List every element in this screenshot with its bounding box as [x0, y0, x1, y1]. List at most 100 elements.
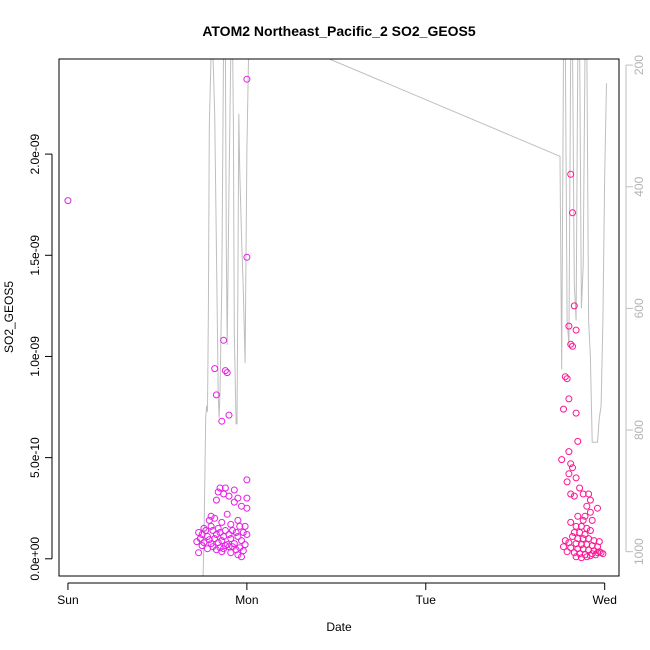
- data-point: [599, 550, 607, 558]
- data-point: [574, 512, 582, 520]
- data-point: [563, 478, 571, 486]
- x-tick-label: Tue: [416, 593, 437, 607]
- data-point: [225, 411, 233, 419]
- data-point: [243, 476, 251, 484]
- data-point: [234, 516, 242, 524]
- data-point: [227, 549, 235, 557]
- data-point: [225, 492, 233, 500]
- data-point: [561, 373, 569, 381]
- data-point: [567, 460, 575, 468]
- data-point: [572, 326, 580, 334]
- data-point: [230, 486, 238, 494]
- data-point: [572, 522, 580, 530]
- data-point: [239, 547, 247, 555]
- data-point: [227, 535, 235, 543]
- right-tick-label: 800: [632, 420, 646, 440]
- y-axis-label: SO2_GEOS5: [2, 281, 16, 353]
- data-point: [239, 529, 247, 536]
- data-point: [241, 522, 249, 530]
- data-point: [216, 529, 224, 536]
- data-point: [204, 545, 211, 553]
- data-point: [193, 538, 201, 546]
- data-point: [588, 516, 596, 524]
- data-point: [211, 535, 219, 543]
- data-point: [594, 504, 601, 512]
- y-tick-label: 5.0e-10: [28, 437, 42, 478]
- data-point: [567, 170, 575, 178]
- data-point: [225, 543, 233, 551]
- data-point: [570, 549, 578, 557]
- data-point: [572, 474, 580, 482]
- data-point: [227, 520, 235, 528]
- data-point: [243, 531, 251, 538]
- data-point: [586, 527, 594, 534]
- data-point: [207, 512, 215, 520]
- data-point: [569, 342, 576, 350]
- right-tick-label: 600: [632, 298, 646, 318]
- data-point: [207, 522, 215, 530]
- data-point: [198, 542, 206, 550]
- data-point: [238, 553, 245, 561]
- data-point: [558, 456, 566, 464]
- right-tick-label: 1000: [632, 538, 646, 565]
- data-point: [583, 502, 591, 510]
- data-point: [216, 484, 224, 492]
- data-point: [225, 531, 233, 538]
- data-point: [567, 518, 575, 526]
- data-point: [563, 375, 571, 383]
- data-point: [563, 548, 571, 556]
- data-point: [243, 504, 251, 512]
- data-point: [576, 484, 584, 492]
- data-point: [577, 541, 585, 549]
- data-point: [586, 508, 594, 516]
- data-point: [221, 367, 229, 375]
- data-point: [570, 529, 578, 536]
- data-point: [243, 494, 251, 502]
- data-point: [583, 553, 591, 561]
- data-point: [574, 535, 582, 543]
- data-point: [241, 541, 249, 549]
- data-point: [234, 551, 242, 559]
- data-point: [583, 524, 591, 532]
- data-point: [586, 552, 594, 560]
- data-point: [212, 391, 220, 399]
- data-point: [560, 405, 567, 413]
- x-axis-label: Date: [326, 620, 352, 634]
- data-point: [572, 409, 580, 417]
- plot-frame: [58, 58, 620, 577]
- data-point: [579, 490, 587, 498]
- data-point: [218, 537, 226, 545]
- right-tick-label: 400: [632, 176, 646, 196]
- x-tick-label: Wed: [592, 593, 616, 607]
- pressure-profile: [202, 59, 607, 576]
- y-tick-label: 1.5e-09: [28, 235, 42, 276]
- y-axis: 0.0e+00 5.0e-10 1.0e-09 1.5e-09 2.0e-09: [28, 133, 53, 581]
- data-point: [565, 322, 573, 330]
- data-point: [567, 340, 575, 348]
- data-point: [229, 527, 236, 534]
- data-point: [200, 524, 208, 532]
- data-point: [585, 490, 593, 498]
- y-tick-label: 0.0e+00: [28, 537, 42, 581]
- data-point: [238, 537, 245, 545]
- data-point: [223, 510, 231, 518]
- data-point: [212, 531, 220, 538]
- data-points: [64, 75, 607, 562]
- x-tick-label: Mon: [235, 593, 258, 607]
- y-tick-label: 2.0e-09: [28, 133, 42, 174]
- data-point: [211, 365, 219, 373]
- data-point: [565, 448, 573, 456]
- data-point: [565, 395, 573, 403]
- data-point: [234, 494, 242, 502]
- data-point: [230, 498, 238, 506]
- data-point: [561, 537, 569, 545]
- right-tick-label: 200: [632, 55, 646, 75]
- data-point: [223, 369, 231, 377]
- data-point: [569, 209, 576, 217]
- data-point: [581, 531, 589, 538]
- data-point: [218, 518, 226, 526]
- data-point: [570, 302, 578, 310]
- data-point: [214, 524, 222, 532]
- data-point: [212, 496, 220, 504]
- data-point: [232, 529, 240, 536]
